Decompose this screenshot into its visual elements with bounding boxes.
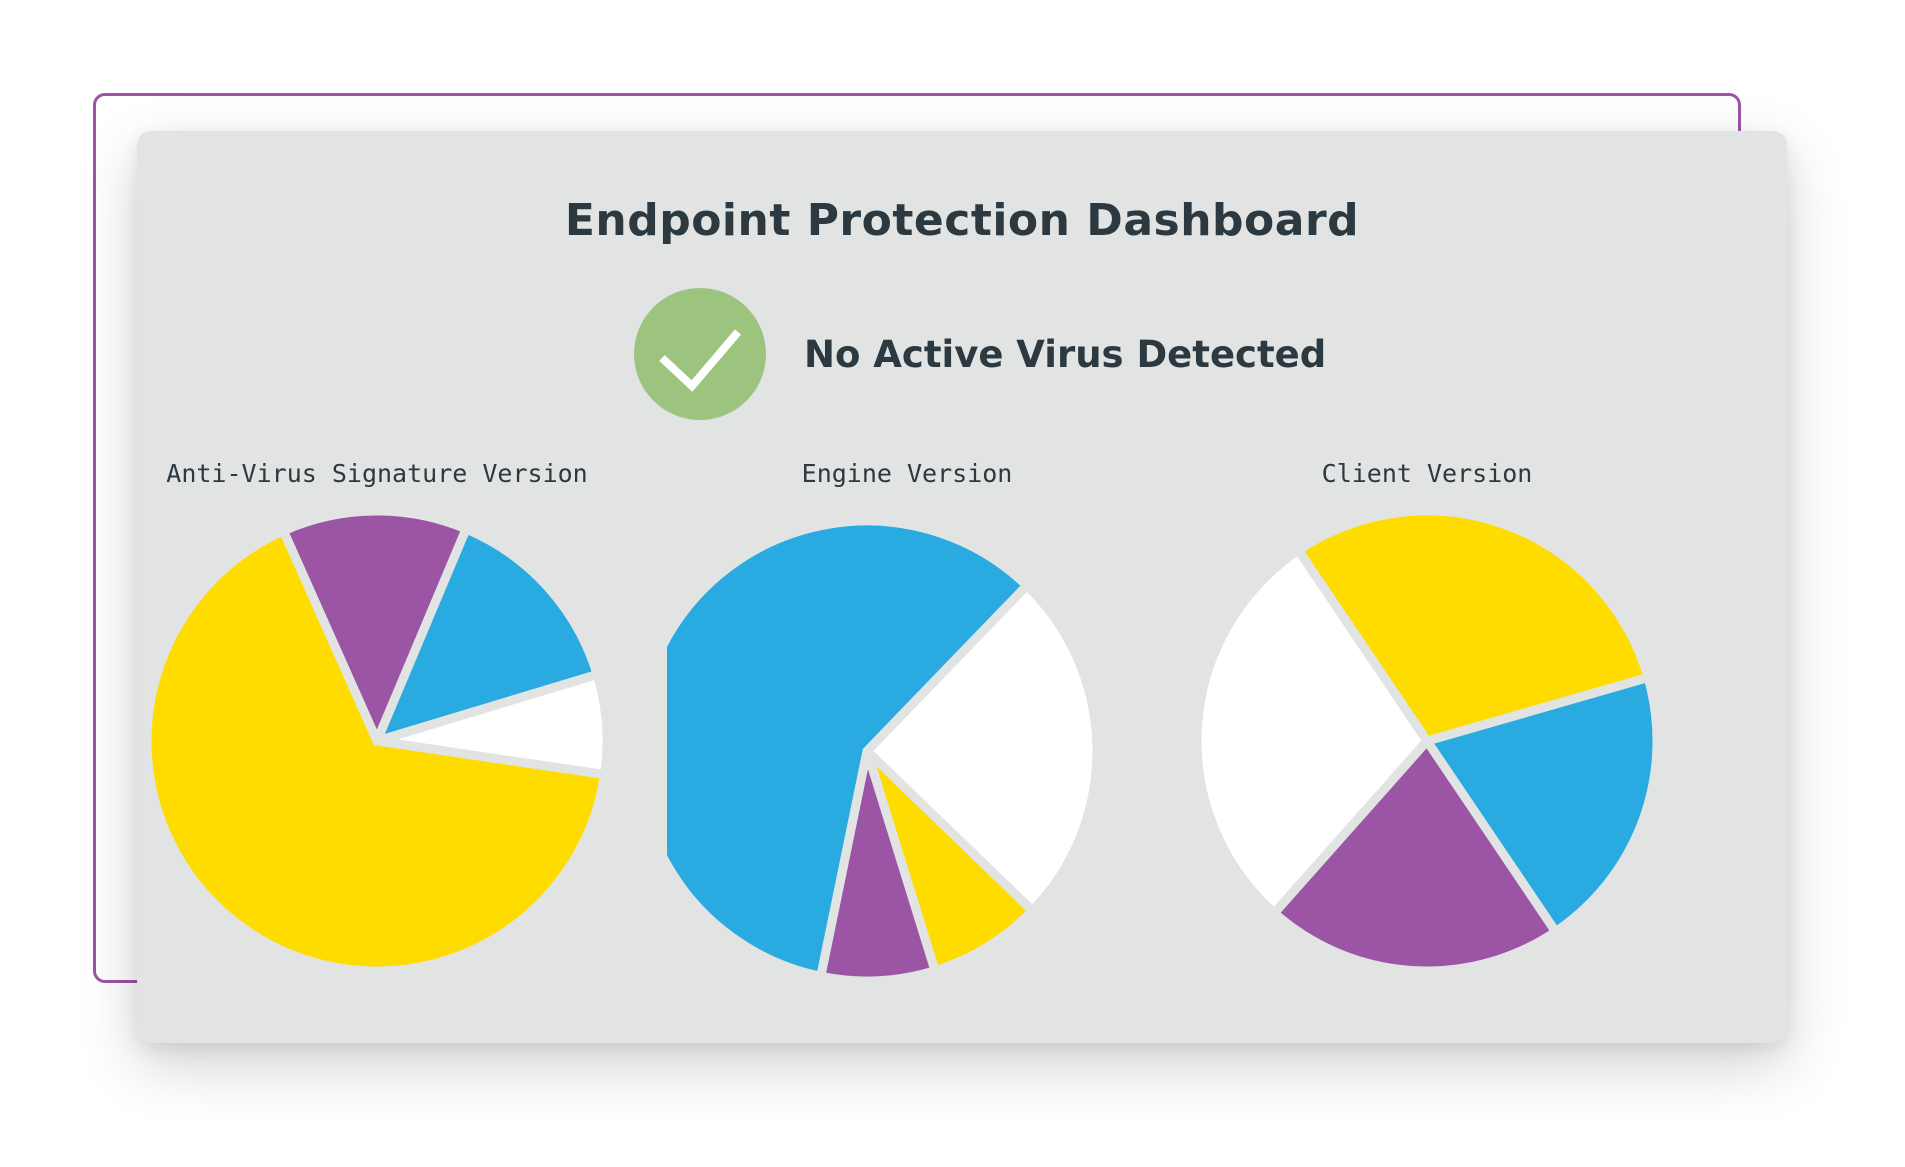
checkmark-icon: [634, 288, 766, 420]
pie-title-signature: Anti-Virus Signature Version: [166, 459, 588, 488]
dashboard-title: Endpoint Protection Dashboard: [564, 195, 1360, 246]
pie-chart-client: [1192, 506, 1662, 976]
status-row: No Active Virus Detected: [634, 288, 1326, 420]
pie-chart-signature: [142, 506, 612, 976]
pie-slice: [142, 524, 610, 976]
pie-slice: [667, 516, 1034, 982]
dashboard-card: Endpoint Protection Dashboard No Active …: [137, 131, 1787, 1043]
pie-slice: [1419, 672, 1662, 938]
pie-chart-engine: [667, 516, 1102, 986]
pie-title-engine: Engine Version: [801, 459, 1013, 488]
pie-slice: [1292, 506, 1654, 747]
pie-slice: [1267, 733, 1562, 976]
pie-slice: [860, 579, 1102, 918]
pie-slice: [277, 506, 473, 753]
status-text: No Active Virus Detected: [804, 332, 1327, 376]
pie-title-client: Client Version: [1321, 459, 1533, 488]
pie-slice: [1192, 544, 1433, 920]
